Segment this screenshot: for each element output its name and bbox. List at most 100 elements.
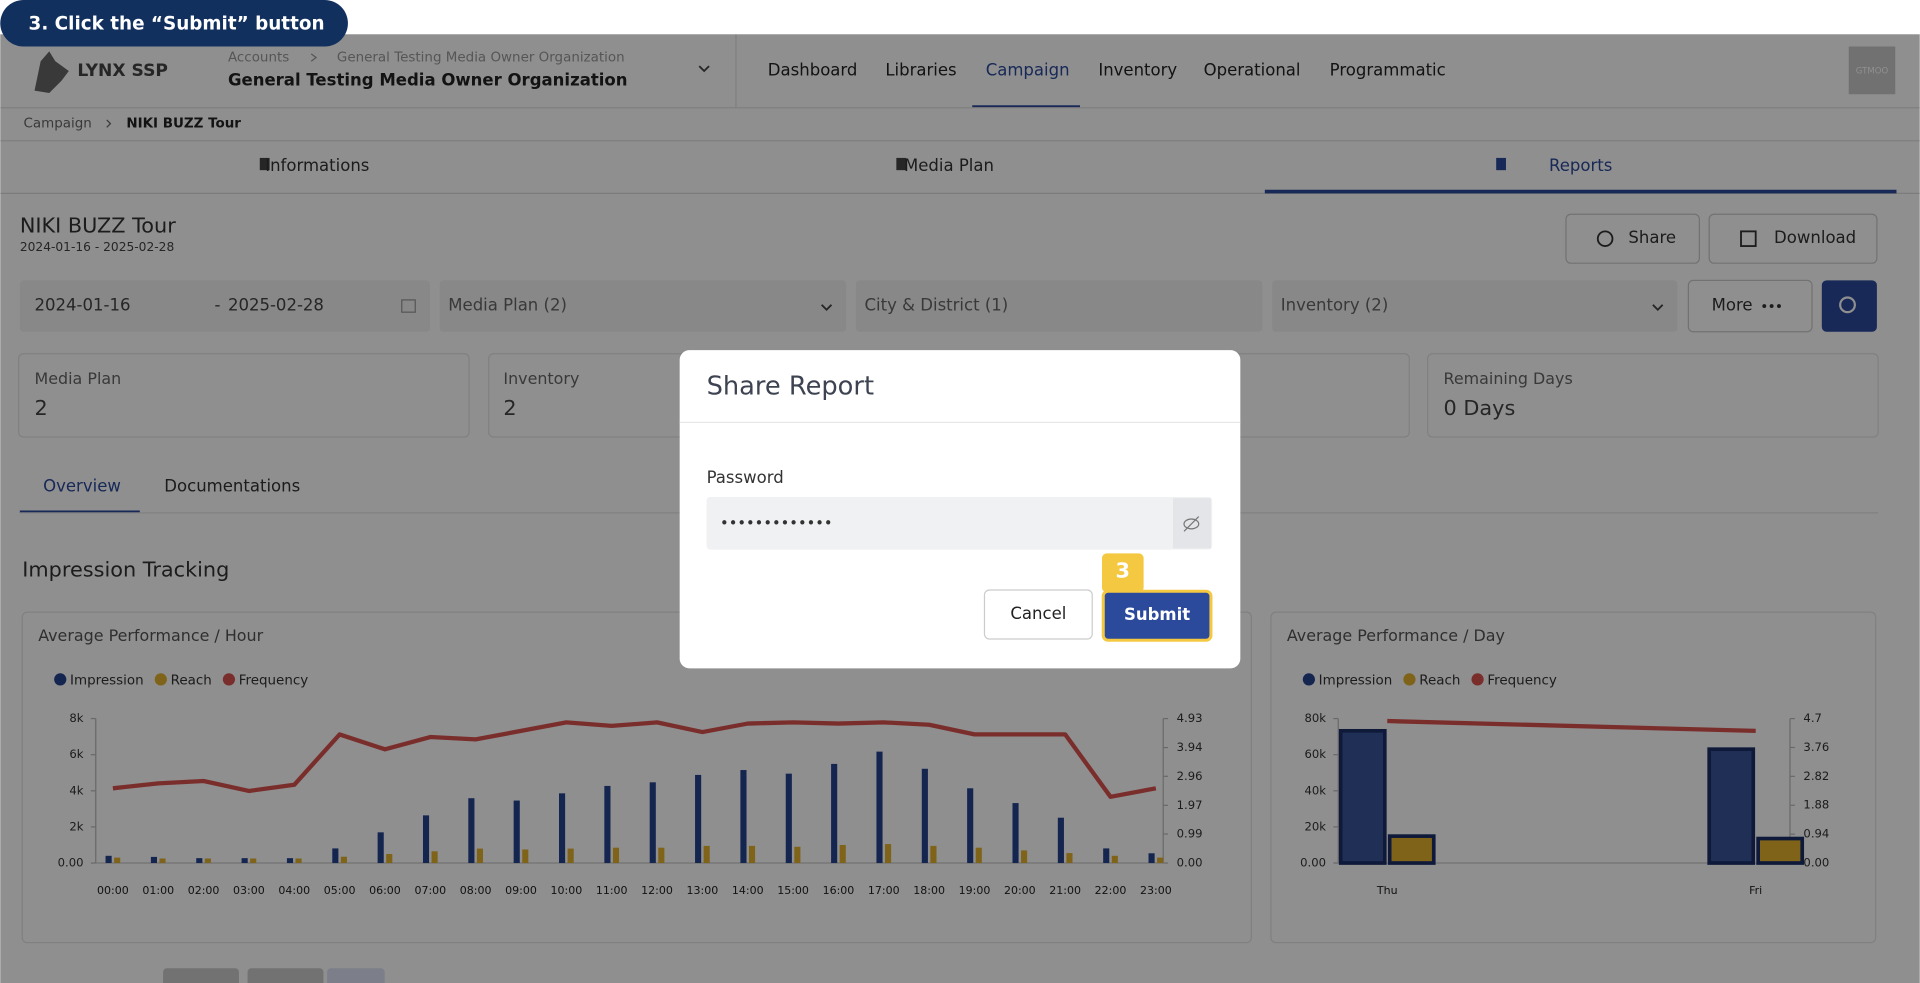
- search-button[interactable]: [1821, 280, 1877, 332]
- bar: [476, 848, 484, 864]
- bar: [748, 845, 756, 864]
- bar: [695, 774, 702, 864]
- bar: [513, 800, 520, 864]
- download-icon: [1740, 230, 1757, 247]
- cancel-button[interactable]: [983, 589, 1093, 640]
- step-badge-number: 3: [1116, 559, 1130, 583]
- y-tick-label: 0.00: [1300, 856, 1326, 870]
- date-separator: -: [214, 296, 220, 315]
- bar: [967, 788, 974, 864]
- bar: [522, 849, 529, 864]
- chevron: [310, 53, 318, 62]
- bar: [204, 858, 211, 864]
- chart-title: Average Performance / Day: [1287, 626, 1505, 645]
- download-button[interactable]: [1708, 213, 1878, 264]
- bar: [885, 844, 892, 864]
- stat-card: [18, 353, 470, 438]
- bar: [114, 857, 121, 864]
- organization-name: General Testing Media Owner Organization: [228, 70, 628, 89]
- x-tick-label: Thu: [1376, 884, 1398, 897]
- nav-item[interactable]: Operational: [1204, 61, 1301, 80]
- page-button: [247, 968, 324, 983]
- legend-label: Impression: [70, 674, 144, 689]
- dot: [1777, 304, 1781, 308]
- nav-item[interactable]: Programmatic: [1330, 61, 1446, 80]
- y-tick-label: 2k: [69, 819, 83, 833]
- stat-value: 0 Days: [1444, 396, 1516, 420]
- calendar-icon: [401, 299, 416, 313]
- bar: [703, 845, 710, 864]
- bar: [386, 854, 393, 864]
- nav-active-underline: [972, 105, 1080, 108]
- chevron: [821, 304, 833, 312]
- share-button[interactable]: [1565, 213, 1701, 264]
- tutorial-step: 3. Click the “Submit” button: [29, 13, 325, 34]
- legend-swatch: [154, 673, 167, 686]
- line-series: [1387, 718, 1756, 734]
- bar: [975, 847, 982, 864]
- password-input[interactable]: [706, 497, 1213, 550]
- bar: [1103, 848, 1110, 864]
- x-tick-label: 21:00: [1049, 884, 1081, 897]
- y2-tick-label: 2.82: [1803, 769, 1829, 783]
- legend-label: Reach: [1419, 674, 1460, 689]
- y2-tick-label: 4.93: [1177, 711, 1203, 725]
- filter-select[interactable]: [1272, 280, 1678, 332]
- bar: [876, 751, 883, 864]
- tab-icon: [896, 157, 907, 171]
- stat-value: 2: [503, 396, 516, 420]
- cancel-label: Cancel: [1010, 604, 1066, 623]
- filter-select[interactable]: [439, 280, 847, 332]
- tab[interactable]: Media Plan: [904, 156, 994, 175]
- y-tick-label: 20k: [1305, 819, 1327, 833]
- tab-active-underline: [1264, 189, 1897, 194]
- legend-swatch: [54, 673, 67, 686]
- filter-text: Media Plan (2): [448, 296, 567, 315]
- nav-item[interactable]: Libraries: [885, 61, 956, 80]
- avatar: [1848, 46, 1896, 95]
- x-tick-label: Fri: [1749, 884, 1762, 897]
- x-tick-label: 16:00: [823, 884, 855, 897]
- tab[interactable]: Informations: [265, 156, 369, 175]
- y2-tick-label: 2.96: [1177, 769, 1203, 783]
- subtab[interactable]: Overview: [43, 477, 121, 496]
- nav-item[interactable]: Inventory: [1098, 61, 1177, 80]
- y2-tick-label: 0.99: [1177, 827, 1203, 841]
- share-label: Share: [1628, 228, 1676, 247]
- dot: [1769, 304, 1774, 308]
- y2-tick-label: 3.76: [1803, 740, 1829, 754]
- nav-item[interactable]: Campaign: [986, 61, 1070, 80]
- bar: [295, 858, 302, 864]
- bar: [377, 832, 384, 864]
- bar: [1707, 747, 1756, 865]
- bar: [839, 844, 846, 864]
- bar: [1387, 834, 1436, 865]
- tab[interactable]: Reports: [1549, 156, 1612, 175]
- bar: [1057, 817, 1064, 864]
- legend-label: Frequency: [239, 674, 309, 689]
- bar: [1012, 803, 1019, 864]
- submit-button[interactable]: [1101, 589, 1213, 642]
- legend-label: Frequency: [1487, 674, 1557, 689]
- y2-tick-label: 3.94: [1177, 740, 1203, 754]
- bar: [286, 858, 294, 864]
- account-link[interactable]: Accounts: [228, 51, 289, 66]
- stat-label: Media Plan: [35, 369, 122, 388]
- x-tick-label: 11:00: [596, 884, 628, 897]
- subtab-underline: [19, 510, 140, 513]
- x-tick-label: 10:00: [551, 884, 583, 897]
- field-label: Password: [707, 468, 784, 487]
- subtab[interactable]: Documentations: [164, 477, 300, 496]
- x-tick-label: 06:00: [369, 884, 401, 897]
- logo-text: LYNX SSP: [77, 61, 168, 81]
- more-button[interactable]: [1687, 279, 1813, 333]
- filter-select[interactable]: [855, 280, 1263, 332]
- stat-label: Remaining Days: [1444, 369, 1573, 388]
- nav-item[interactable]: Dashboard: [768, 61, 858, 80]
- date-range[interactable]: [19, 280, 430, 332]
- breadcrumb-link[interactable]: Campaign: [24, 117, 92, 132]
- bar: [250, 858, 257, 864]
- y2-tick-label: 1.97: [1177, 798, 1203, 812]
- bar: [831, 763, 838, 864]
- bar: [649, 782, 656, 864]
